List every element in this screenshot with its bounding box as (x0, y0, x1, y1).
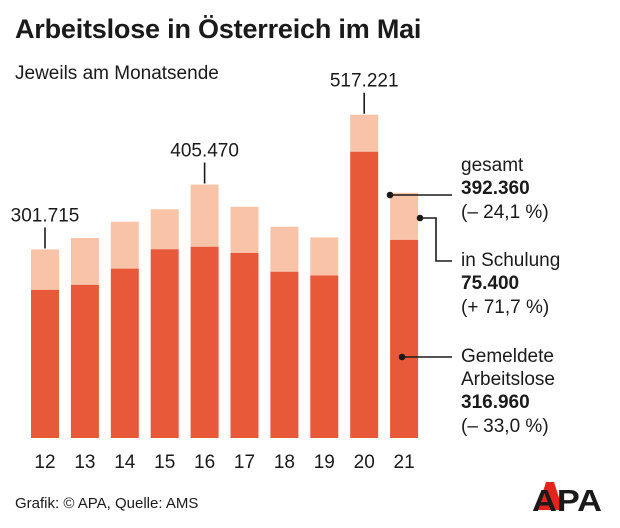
bar-arbeitslose-19 (310, 275, 339, 438)
bar-arbeitslose-14 (110, 268, 139, 438)
apa-logo: APA (532, 482, 602, 514)
bar-schulung-16 (190, 184, 219, 247)
bar-schulung-17 (230, 206, 259, 253)
bar-arbeitslose-15 (150, 249, 179, 438)
x-tick-18: 18 (274, 452, 295, 473)
x-tick-14: 14 (114, 452, 136, 473)
annotation-schulung-change: (+ 71,7 %) (461, 297, 549, 318)
x-tick-15: 15 (154, 452, 175, 473)
bar-arbeitslose-18 (270, 271, 299, 438)
annotation-leaders (390, 194, 452, 358)
annotation-arbeitslose-value: 316.960 (461, 392, 530, 413)
bar-arbeitslose-21 (390, 239, 419, 438)
marker-schulung (416, 214, 424, 222)
marker-arbeitslose (398, 353, 406, 361)
annotation-schulung-label: in Schulung (461, 250, 560, 271)
bar-schulung-19 (310, 237, 339, 276)
value-label-20: 517.221 (330, 71, 399, 92)
annotation-arbeitslose-change: (– 33,0 %) (461, 416, 549, 437)
bar-schulung-20 (350, 114, 379, 152)
bar-arbeitslose-16 (190, 246, 219, 438)
annotation-gesamt-change: (– 24,1 %) (461, 202, 549, 223)
chart-subtitle: Jeweils am Monatsende (15, 63, 219, 84)
x-tick-19: 19 (314, 452, 335, 473)
annotation-gesamt-label: gesamt (461, 155, 524, 176)
x-tick-16: 16 (194, 452, 215, 473)
logo-red-triangle (537, 482, 563, 510)
value-label-12: 301.715 (11, 205, 80, 226)
value-label-16: 405.470 (170, 141, 239, 162)
bar-schulung-21 (390, 192, 419, 240)
bar-arbeitslose-20 (350, 151, 379, 438)
bar-schulung-18 (270, 226, 299, 272)
bar-schulung-12 (31, 249, 59, 290)
bar-arbeitslose-12 (31, 289, 59, 438)
bar-schulung-15 (150, 209, 179, 250)
bar-schulung-14 (110, 221, 139, 269)
x-tick-labels: 12 13 14 15 16 17 18 19 20 21 (34, 452, 414, 473)
annotation-arbeitslose-label-2: Arbeitslose (461, 369, 555, 390)
x-tick-20: 20 (354, 452, 375, 473)
bars-group (31, 114, 419, 438)
annotation-gesamt-value: 392.360 (461, 178, 530, 199)
bar-arbeitslose-13 (70, 284, 99, 438)
annotation-arbeitslose-label-1: Gemeldete (461, 346, 554, 367)
annotation-schulung-value: 75.400 (461, 273, 519, 294)
leader-schulung (420, 217, 452, 262)
x-tick-13: 13 (74, 452, 95, 473)
x-tick-12: 12 (34, 452, 55, 473)
source-footer: Grafik: © APA, Quelle: AMS (15, 495, 199, 512)
bar-arbeitslose-17 (230, 253, 259, 438)
logo-text: APA (532, 483, 602, 514)
x-tick-17: 17 (234, 452, 255, 473)
bar-schulung-13 (70, 238, 99, 285)
x-tick-21: 21 (394, 452, 415, 473)
value-labels: 301.715 405.470 517.221 (11, 71, 399, 249)
marker-gesamt (386, 191, 394, 199)
chart-title: Arbeitslose in Österreich im Mai (15, 14, 422, 44)
